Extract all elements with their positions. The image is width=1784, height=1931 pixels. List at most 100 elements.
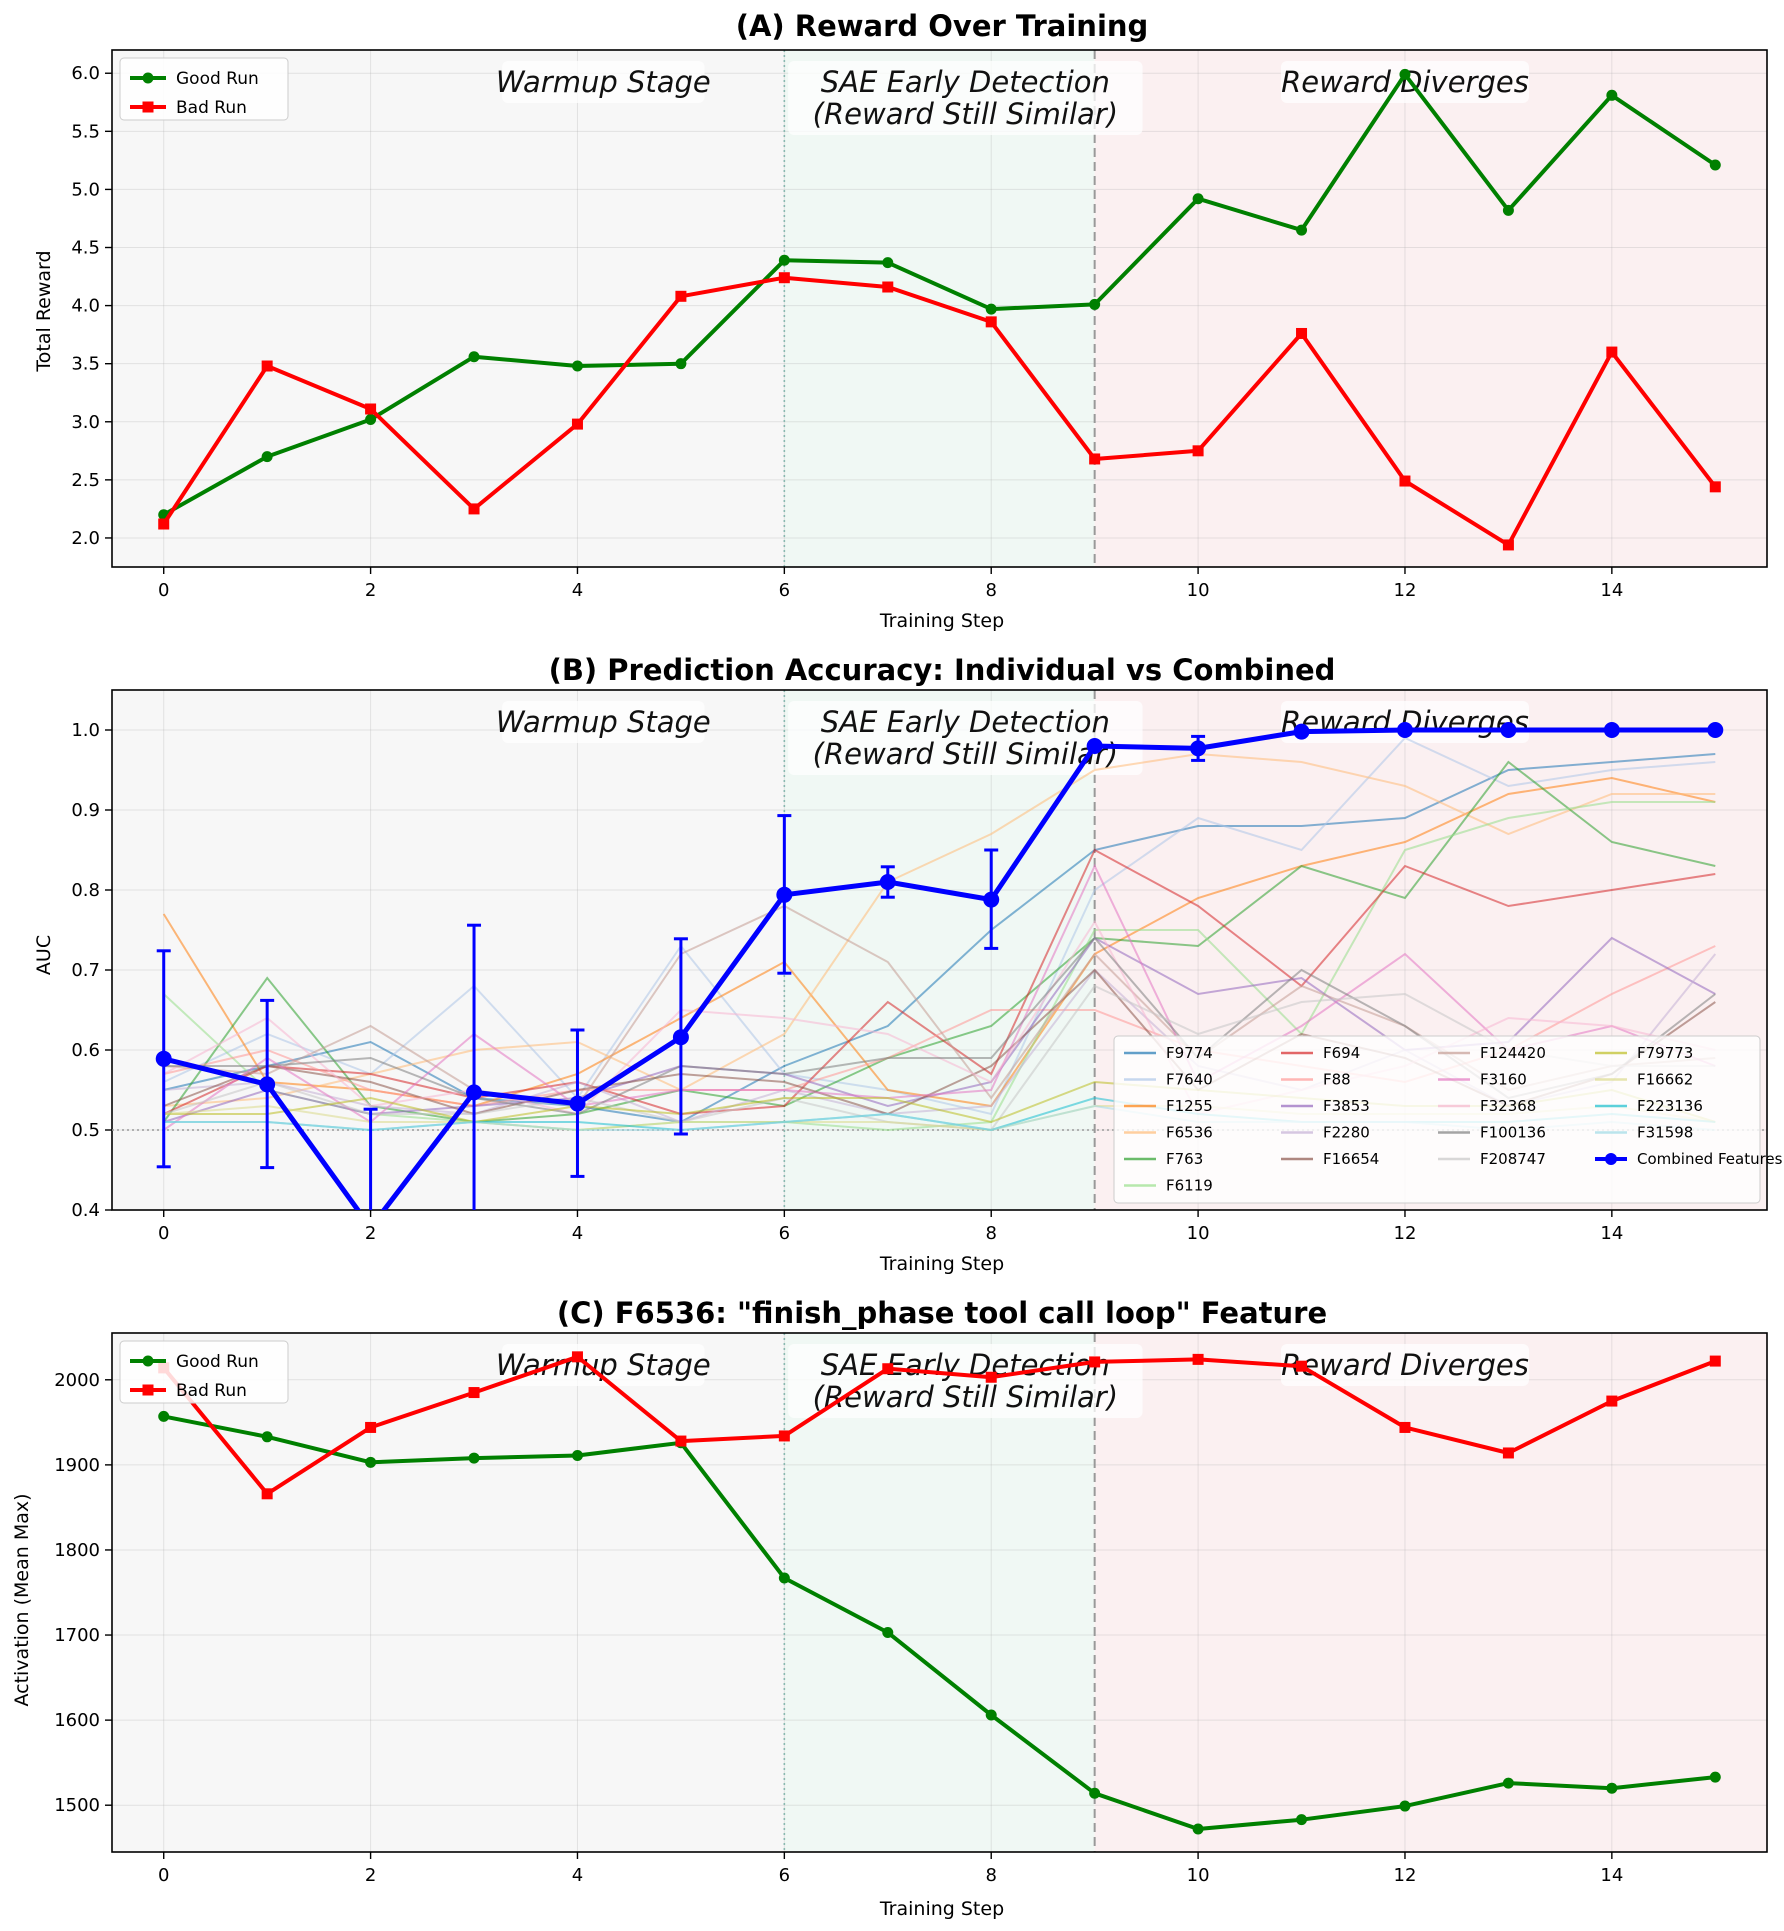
warmup-stage-label-box [502,1344,705,1386]
good-run-point [675,358,687,370]
warmup-stage-band [112,1333,785,1852]
early-detection-label-line2: (Reward Still Similar) [813,1380,1118,1414]
good-run-point [985,1709,997,1721]
good-run-point [1502,1777,1514,1789]
legend-label-f763: F763 [1166,1150,1203,1168]
x-tick-label: 0 [158,580,169,601]
bad-run-point [778,1430,790,1442]
early-detection-band [784,690,1095,1210]
combined-features-point [1500,722,1517,738]
good-run-point [261,1431,273,1443]
x-tick-label: 10 [1187,1865,1210,1886]
panel-c-plot-area: Warmup Stage SAE Early Detection(Reward S… [54,1332,1768,1886]
legend-box [119,57,289,121]
y-tick-label: 1900 [54,1455,100,1476]
good-run-point [571,1450,583,1462]
good-run-point [468,1452,480,1464]
x-tick-label: 4 [572,580,583,601]
y-tick-label: 3.5 [71,354,100,375]
early-detection-label: SAE Early Detection [821,705,1110,739]
legend-label-f9774: F9774 [1166,1044,1213,1062]
x-tick-label: 12 [1394,1865,1417,1886]
bad-run-point [261,360,273,372]
y-tick-label: 0.8 [71,880,100,901]
x-tick-label: 12 [1394,580,1417,601]
y-tick-label: 4.5 [71,238,100,259]
good-run-point [571,360,583,372]
combined-features-point [672,1029,689,1046]
legend-label-f32368: F32368 [1480,1097,1536,1115]
bad-run-point [1709,481,1721,493]
bad-run-point [261,1488,273,1500]
bad-run-point [1502,1447,1514,1459]
bad-run-point [365,1421,377,1433]
x-tick-label: 0 [158,1865,169,1886]
legend-bad-run-label: Bad Run [176,1381,247,1401]
panel-b-ylabel: AUC [33,935,55,975]
legend-box [1113,1035,1761,1204]
legend-label-combined-features: Combined Features [1637,1150,1783,1168]
feature-line-f6536 [163,752,1716,1107]
legend-label-f31598: F31598 [1637,1124,1693,1142]
panel-a-title: (A) Reward Over Training [736,9,1149,43]
x-tick-label: 12 [1394,1223,1417,1244]
bad-run-point [468,1387,480,1399]
x-tick-label: 2 [365,1865,376,1886]
bad-run-point [365,403,377,415]
reward-diverges-band [1094,50,1767,567]
combined-features-point [466,1084,483,1101]
x-tick-label: 10 [1187,1223,1210,1244]
reward-diverges-band [1094,1333,1767,1852]
legend-good-run-label: Good Run [176,69,259,89]
early-detection-label-box [788,61,1143,135]
combined-features-point [259,1076,276,1093]
legend-label-f694: F694 [1323,1044,1360,1062]
good-run-line [163,1414,1716,1831]
good-run-point [1296,1814,1308,1826]
auc-legend: F9774 F7640 F1255 F6536 F763 F6119 F694 F88 F385… [1113,1035,1783,1204]
combined-features-point [1086,738,1103,754]
panel-c-title: (C) F6536: "finish_phase tool call loop"… [557,1296,1327,1330]
y-tick-label: 4.0 [71,296,100,317]
x-tick-label: 14 [1600,1865,1623,1886]
panel-b-title: (B) Prediction Accuracy: Individual vs C… [549,653,1336,687]
combined-features-point [879,874,896,890]
good-run-point [1606,89,1618,101]
legend-label-f3853: F3853 [1323,1097,1370,1115]
early-detection-label-line2: (Reward Still Similar) [813,737,1118,771]
combined-features-point [569,1095,586,1112]
bad-run-point [571,1351,583,1363]
x-tick-label: 8 [985,580,996,601]
good-run-point [985,303,997,315]
y-tick-label: 1500 [54,1795,100,1816]
good-run-line [162,72,1717,517]
bad-run-point [571,418,583,430]
panel-c-ylabel: Activation (Mean Max) [11,1493,33,1706]
warmup-stage-label-box [502,701,705,743]
legend-label-f88: F88 [1323,1071,1351,1089]
y-tick-label: 5.5 [71,121,100,142]
panel-c-series [158,1351,1721,1835]
combined-features-line [163,727,1716,1210]
panel-a-reward: (A) Reward Over Training Warmup Stage SAE… [33,9,1768,632]
legend-label-f16654: F16654 [1323,1150,1379,1168]
legend-label-f100136: F100136 [1480,1124,1546,1142]
bad-run-point [1606,346,1618,358]
reward-diverges-label-box [1280,61,1529,103]
bad-run-point [882,1363,894,1375]
bad-run-point [778,272,790,284]
legend-label-f1255: F1255 [1166,1097,1213,1115]
bad-run-point [1296,1360,1308,1372]
combined-features-point [1603,722,1620,738]
bad-run-point [1089,453,1101,465]
panel-a-ylabel: Total Reward [33,250,55,372]
good-run-point [1502,204,1514,216]
y-tick-label: 1700 [54,1625,100,1646]
good-run-point [365,413,377,425]
legend-combined-marker [1605,1153,1617,1165]
feature-line-f9774 [163,753,1716,1124]
bad-run-point [1192,1353,1204,1365]
warmup-stage-label: Warmup Stage [496,65,711,99]
early-detection-label-box [788,701,1143,775]
